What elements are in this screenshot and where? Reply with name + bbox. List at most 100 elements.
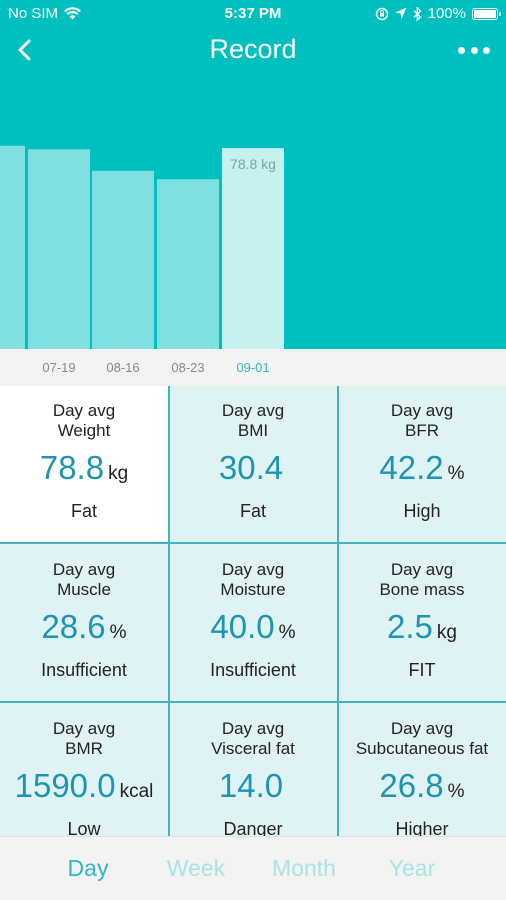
grid-divider <box>337 386 339 836</box>
metrics-grid: Day avg Weight 78.8 kg Fat Day avg BMI 30.4 Fat D… <box>0 386 506 862</box>
metric-status: Fat <box>239 501 266 521</box>
metric-card-bone-mass[interactable]: Day avg Bone mass 2.5 kg FIT <box>338 545 506 703</box>
metric-name: BMR <box>65 739 103 758</box>
status-right: 100% <box>375 5 501 22</box>
metric-value-row: 1590.0 kcal <box>0 767 168 807</box>
x-tick-label: 09-01 <box>236 360 270 375</box>
tab-month[interactable]: Month <box>272 855 336 881</box>
metric-status: Low <box>67 819 101 839</box>
metric-value-row: 14.0 <box>169 767 337 807</box>
metric-card-bmr[interactable]: Day avg BMR 1590.0 kcal Low <box>0 704 168 862</box>
metric-unit: % <box>447 463 465 484</box>
selected-bar-value-label: 78.8 kg <box>230 156 276 172</box>
chart-bar-09-01[interactable] <box>222 148 284 349</box>
metric-status: Insufficient <box>41 660 127 680</box>
metric-label: Day avg Visceral fat <box>169 719 337 759</box>
metric-period: Day avg <box>390 719 454 738</box>
metric-period: Day avg <box>221 719 285 738</box>
metric-label: Day avg Subcutaneous fat <box>338 719 506 759</box>
metric-name: Weight <box>57 421 111 440</box>
metric-name: Moisture <box>220 580 286 599</box>
metric-unit: % <box>447 781 465 802</box>
bar-chart-svg: 78.8 kg <box>0 145 284 349</box>
chart-bar-08-16[interactable] <box>92 170 154 349</box>
carrier-text: No SIM <box>8 5 59 22</box>
wifi-icon <box>64 7 82 20</box>
metric-card-bmi[interactable]: Day avg BMI 30.4 Fat <box>169 386 337 544</box>
clock-text: 5:37 PM <box>224 5 282 22</box>
metric-value-row: 26.8% <box>338 767 506 807</box>
metric-name: BMI <box>237 421 269 440</box>
metric-period: Day avg <box>52 401 116 420</box>
tab-week[interactable]: Week <box>166 855 226 881</box>
metric-value-row: 30.4 <box>169 449 337 489</box>
metric-period: Day avg <box>52 719 116 738</box>
metric-label: Day avg BMI <box>169 401 337 441</box>
metric-value-row: 28.6% <box>0 608 168 648</box>
status-bar: No SIM 5:37 PM 100% <box>0 0 506 28</box>
metric-label: Day avg Weight <box>0 401 168 441</box>
metric-value: 42.2 <box>379 449 444 486</box>
nav-bar: Record <box>0 28 506 74</box>
weight-chart[interactable]: 78.8 kg <box>0 74 506 349</box>
metric-value-row: 2.5 kg <box>338 608 506 648</box>
metric-unit: % <box>109 622 127 643</box>
metric-status: Insufficient <box>210 660 296 680</box>
metric-period: Day avg <box>52 560 116 579</box>
metric-card-weight[interactable]: Day avg Weight 78.8 kg Fat <box>0 386 168 544</box>
chart-bar-08-23[interactable] <box>157 179 219 349</box>
metric-unit: kg <box>436 622 457 643</box>
grid-divider <box>168 386 170 836</box>
battery-icon <box>472 7 501 20</box>
page-title: Record <box>209 34 297 64</box>
bluetooth-icon <box>413 6 422 21</box>
metric-value-row: 40.0% <box>169 608 337 648</box>
metric-card-bfr[interactable]: Day avg BFR 42.2% High <box>338 386 506 544</box>
metric-status: FIT <box>408 660 436 680</box>
metric-value: 40.0 <box>210 608 275 645</box>
chart-x-axis: 11 07-19 08-16 08-23 09-01 <box>0 349 506 386</box>
metric-card-moisture[interactable]: Day avg Moisture 40.0% Insufficient <box>169 545 337 703</box>
metric-unit: % <box>278 622 296 643</box>
back-button[interactable] <box>12 34 42 66</box>
location-arrow-icon <box>395 7 407 19</box>
metric-status: Higher <box>395 819 449 839</box>
battery-percent: 100% <box>427 5 466 22</box>
orientation-lock-icon <box>375 7 388 20</box>
metric-card-visceral-fat[interactable]: Day avg Visceral fat 14.0 Danger <box>169 704 337 862</box>
metric-value-row: 78.8 kg <box>0 449 168 489</box>
x-tick-label: 08-16 <box>106 360 140 375</box>
metric-value: 28.6 <box>41 608 106 645</box>
metric-status: Fat <box>70 501 97 521</box>
metric-value: 78.8 <box>39 449 105 486</box>
metric-label: Day avg Moisture <box>169 560 337 600</box>
x-tick-label: 07-19 <box>42 360 76 375</box>
metric-label: Day avg BFR <box>338 401 506 441</box>
metric-value: 26.8 <box>379 767 444 804</box>
metric-value-row: 42.2% <box>338 449 506 489</box>
x-tick-label: 08-23 <box>171 360 205 375</box>
metric-unit: kcal <box>119 781 154 802</box>
status-left: No SIM <box>8 5 82 22</box>
chart-bar-07-19[interactable] <box>28 149 90 349</box>
x-tick-label: 11 <box>0 360 23 375</box>
metric-label: Day avg BMR <box>0 719 168 759</box>
metric-name: BFR <box>405 421 439 440</box>
tab-year[interactable]: Year <box>388 855 436 881</box>
chart-bar-11[interactable] <box>0 145 25 349</box>
metric-value: 1590.0 <box>14 767 116 804</box>
metric-value: 30.4 <box>218 449 284 486</box>
metric-period: Day avg <box>390 560 454 579</box>
more-options-button[interactable] <box>458 36 490 64</box>
chevron-left-icon <box>18 39 31 61</box>
metric-label: Day avg Bone mass <box>338 560 506 600</box>
metric-period: Day avg <box>221 560 285 579</box>
metric-name: Subcutaneous fat <box>355 739 489 758</box>
metric-name: Muscle <box>57 580 111 599</box>
period-tab-bar: Day Week Month Year <box>0 836 506 900</box>
metric-unit: kg <box>108 463 129 484</box>
metric-card-muscle[interactable]: Day avg Muscle 28.6% Insufficient <box>0 545 168 703</box>
metric-period: Day avg <box>390 401 454 420</box>
metric-value: 14.0 <box>218 767 284 804</box>
tab-day[interactable]: Day <box>67 855 109 881</box>
